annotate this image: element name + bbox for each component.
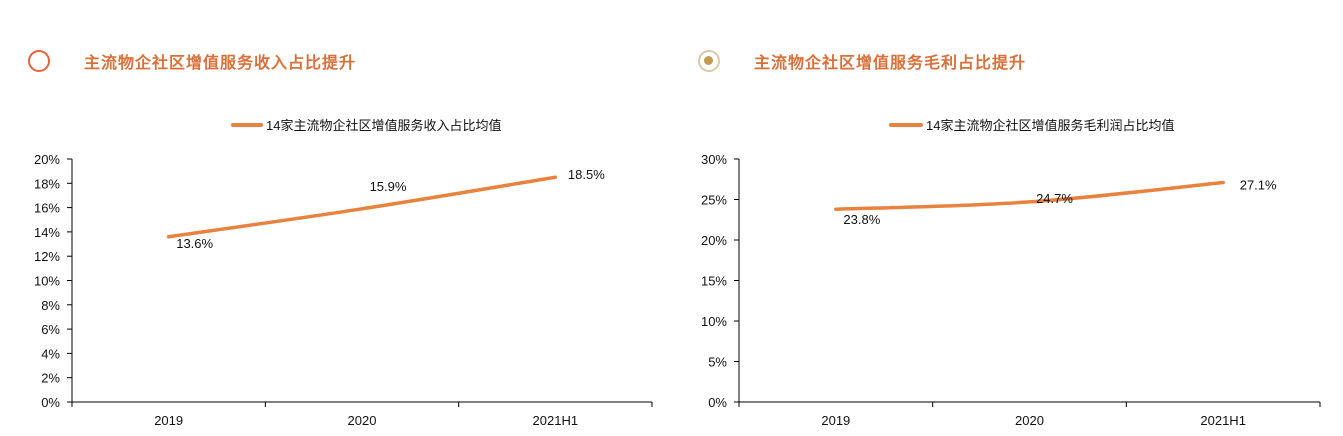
y-tick-label: 20% bbox=[34, 152, 60, 167]
circle-outline-icon bbox=[28, 50, 50, 72]
panel-header-left: 主流物企社区增值服务收入占比提升 bbox=[28, 46, 356, 76]
panel-title: 主流物企社区增值服务收入占比提升 bbox=[84, 53, 357, 72]
x-tick-label: 2021H1 bbox=[533, 413, 579, 428]
data-label: 23.8% bbox=[843, 212, 880, 227]
chart-gross-profit-share: 14家主流物企社区增值服务毛利润占比均值 0% 5% 10% 15% 20% 25% 30% 2… bbox=[701, 118, 1321, 428]
y-tick-label: 30% bbox=[701, 152, 727, 167]
series-line bbox=[834, 180, 1225, 211]
data-label: 18.5% bbox=[568, 167, 605, 182]
y-tick-label: 15% bbox=[701, 274, 727, 289]
y-tick-label: 5% bbox=[708, 355, 727, 370]
y-tick-label: 0% bbox=[708, 395, 727, 410]
y-tick-label: 8% bbox=[41, 298, 60, 313]
y-tick-label: 14% bbox=[34, 225, 60, 240]
y-tick-label: 4% bbox=[41, 346, 60, 361]
x-tick-label: 2019 bbox=[821, 413, 850, 428]
y-tick-label: 2% bbox=[41, 371, 60, 386]
y-tick-label: 10% bbox=[34, 274, 60, 289]
y-tick-label: 18% bbox=[34, 176, 60, 191]
data-point bbox=[167, 235, 171, 239]
x-tick-label: 2021H1 bbox=[1200, 413, 1246, 428]
data-point bbox=[360, 207, 364, 211]
legend-label: 14家主流物企社区增值服务收入占比均值 bbox=[266, 118, 501, 133]
data-point bbox=[553, 175, 557, 179]
data-label: 24.7% bbox=[1036, 191, 1073, 206]
y-tick-label: 25% bbox=[701, 193, 727, 208]
y-tick-label: 20% bbox=[701, 233, 727, 248]
chart-revenue-share: 14家主流物企社区增值服务收入占比均值 0% 2% 4% 6% 8% 10% 12% 14% 16… bbox=[34, 118, 653, 428]
y-tick-label: 12% bbox=[34, 249, 60, 264]
data-point bbox=[1221, 180, 1225, 184]
data-point bbox=[1028, 200, 1031, 204]
x-tick-label: 2020 bbox=[348, 413, 377, 428]
x-tick-label: 2020 bbox=[1015, 413, 1044, 428]
data-point bbox=[834, 207, 838, 211]
circle-dot-icon bbox=[698, 50, 720, 72]
panel-title: 主流物企社区增值服务毛利占比提升 bbox=[754, 53, 1027, 72]
data-label: 27.1% bbox=[1240, 177, 1277, 192]
y-tick-label: 10% bbox=[701, 314, 727, 329]
x-tick-label: 2019 bbox=[154, 413, 183, 428]
panel-header-right: 主流物企社区增值服务毛利占比提升 bbox=[698, 46, 1026, 76]
y-tick-label: 6% bbox=[41, 322, 60, 337]
series-line bbox=[166, 175, 558, 239]
legend-label: 14家主流物企社区增值服务毛利润占比均值 bbox=[926, 118, 1174, 133]
data-label: 13.6% bbox=[176, 236, 213, 251]
y-tick-label: 16% bbox=[34, 201, 60, 216]
data-label: 15.9% bbox=[370, 179, 407, 194]
y-tick-label: 0% bbox=[41, 395, 60, 410]
